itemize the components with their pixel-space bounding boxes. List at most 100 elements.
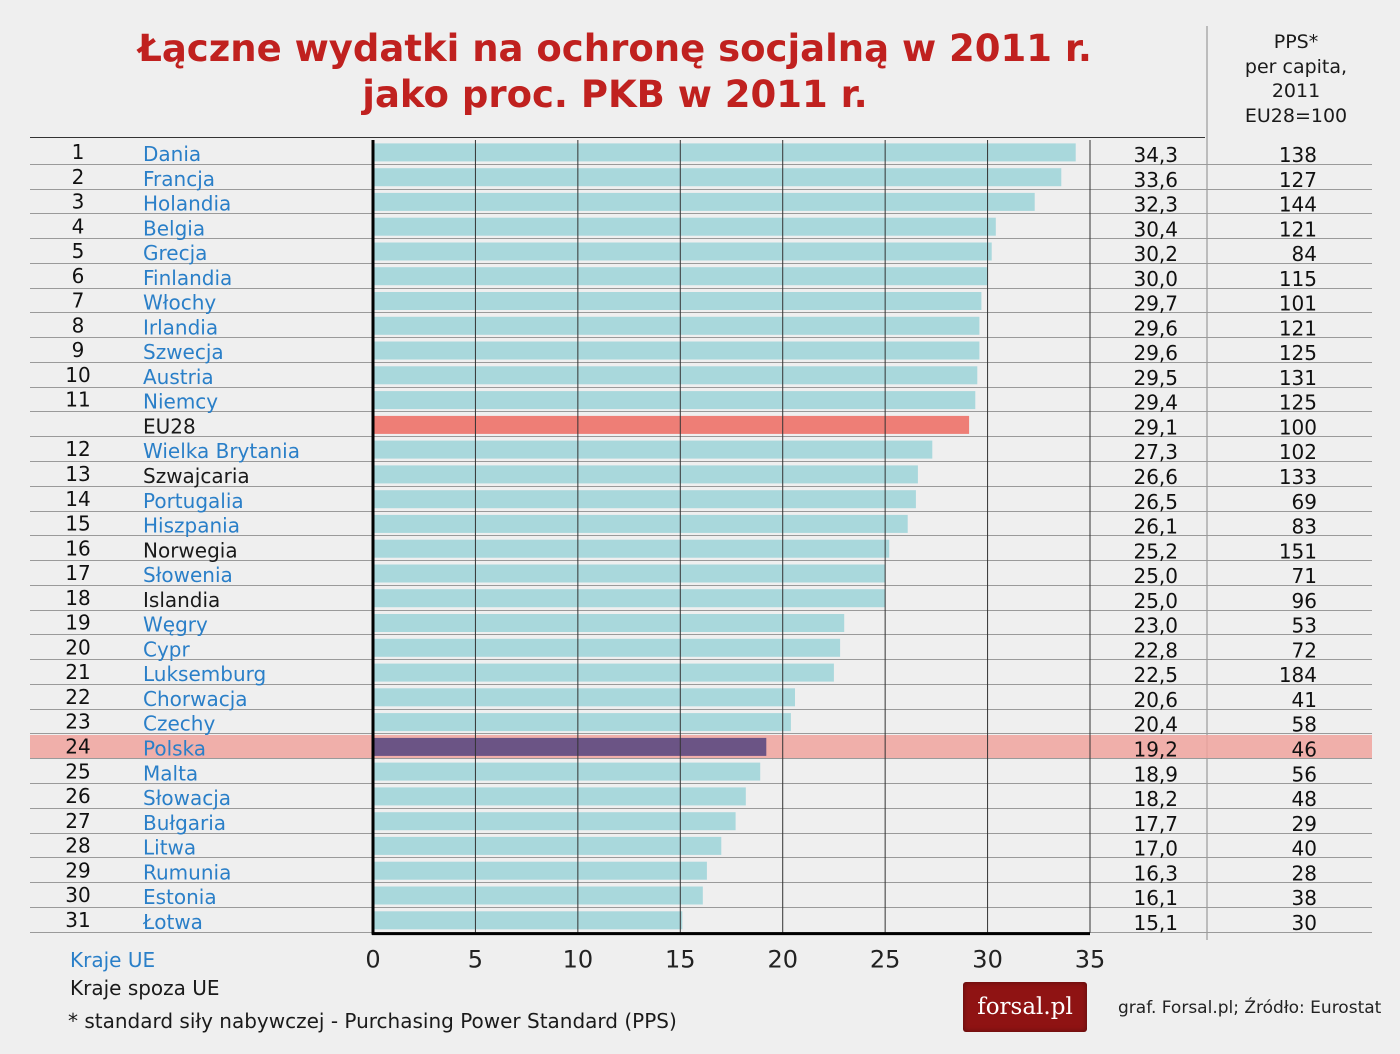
bar-4: [373, 217, 996, 236]
rank-label: 21: [65, 660, 90, 684]
value-label: 33,6: [1133, 168, 1178, 192]
pps-footnote: * standard siły nabywczej - Purchasing P…: [68, 1009, 677, 1033]
rank-label: 26: [65, 784, 90, 808]
row-separator: [30, 263, 1372, 264]
bar-22: [373, 688, 795, 707]
rank-label: 10: [65, 363, 90, 387]
rank-label: 28: [65, 834, 90, 858]
value-label: 34,3: [1133, 143, 1178, 167]
x-tick-label: 5: [468, 946, 483, 974]
pps-value: 83: [1292, 515, 1317, 539]
rank-label: 3: [72, 190, 85, 214]
country-label: Cypr: [143, 637, 190, 661]
row-separator: [30, 610, 1372, 611]
row-separator: [30, 312, 1372, 313]
country-label: EU28: [143, 414, 196, 438]
x-tick-label: 15: [665, 946, 696, 974]
rank-label: 22: [65, 685, 90, 709]
pps-value: 28: [1292, 861, 1317, 885]
row-separator: [30, 535, 1372, 536]
rank-label: 29: [65, 858, 90, 882]
value-label: 29,1: [1133, 415, 1178, 439]
chart-title-line-1: Łączne wydatki na ochronę socjalną w 201…: [138, 27, 1092, 70]
rank-label: 7: [72, 289, 85, 313]
pps-value: 69: [1292, 490, 1317, 514]
pps-value: 30: [1292, 911, 1317, 935]
table-top-rule: [30, 137, 1205, 138]
country-label: Słowacja: [143, 786, 231, 810]
value-label: 29,6: [1133, 341, 1178, 365]
rank-label: 24: [65, 734, 90, 758]
pps-value: 133: [1279, 465, 1317, 489]
bar-9: [373, 341, 980, 360]
bar-27: [373, 812, 736, 831]
rank-label: 1: [72, 140, 85, 164]
value-label: 26,5: [1133, 490, 1178, 514]
row-separator: [30, 189, 1372, 190]
forsal-logo[interactable]: forsal.pl: [963, 982, 1087, 1032]
row-separator: [30, 857, 1372, 858]
pps-value: 127: [1279, 168, 1317, 192]
value-label: 26,1: [1133, 515, 1178, 539]
rank-label: 6: [72, 264, 85, 288]
value-label: 18,9: [1133, 762, 1178, 786]
pps-value: 151: [1279, 539, 1317, 563]
rank-label: 14: [65, 487, 90, 511]
bar-15: [373, 514, 908, 533]
pps-value: 101: [1279, 292, 1317, 316]
pps-value: 125: [1279, 341, 1317, 365]
value-label: 29,5: [1133, 366, 1178, 390]
country-label: Austria: [143, 365, 214, 389]
row-separator: [30, 783, 1372, 784]
rank-label: 12: [65, 437, 90, 461]
country-label: Rumunia: [143, 860, 231, 884]
rank-label: 4: [72, 214, 85, 238]
country-label: Łotwa: [142, 910, 203, 934]
bar-11: [373, 391, 976, 410]
pps-value: 40: [1292, 837, 1317, 861]
row-separator: [30, 560, 1372, 561]
bar-8: [373, 316, 980, 335]
country-label: Chorwacja: [143, 687, 248, 711]
row-separator: [30, 238, 1372, 239]
country-label: Holandia: [143, 192, 231, 216]
pps-value: 144: [1279, 193, 1317, 217]
country-label: Francja: [143, 167, 215, 191]
bar-21: [373, 663, 834, 682]
pps-value: 84: [1292, 242, 1317, 266]
bar-19: [373, 614, 845, 632]
value-label: 20,4: [1133, 713, 1178, 737]
value-label: 20,6: [1133, 688, 1178, 712]
bar-30: [373, 886, 703, 905]
country-label: Irlandia: [143, 315, 218, 339]
legend-non-eu-countries: Kraje spoza UE: [70, 976, 220, 1000]
pps-value: 125: [1279, 391, 1317, 415]
bar-13: [373, 465, 918, 484]
row-separator: [30, 634, 1372, 635]
rank-label: 23: [65, 710, 90, 734]
rank-label: 11: [65, 388, 90, 412]
pps-value: 71: [1292, 564, 1317, 588]
pps-value: 121: [1279, 316, 1317, 340]
country-label: Niemcy: [143, 390, 218, 414]
value-label: 25,0: [1133, 589, 1178, 613]
rank-label: 13: [65, 462, 90, 486]
pps-value: 115: [1279, 267, 1317, 291]
value-label: 26,6: [1133, 465, 1178, 489]
pps-header-line-4: EU28=100: [1244, 104, 1348, 127]
country-label: Grecja: [143, 241, 207, 265]
bar-25: [373, 762, 761, 781]
chart-title: Łączne wydatki na ochronę socjalną w 201…: [40, 26, 1190, 118]
country-label: Czechy: [143, 712, 215, 736]
chart-title-line-2: jako proc. PKB w 2011 r.: [362, 73, 868, 116]
value-label: 29,6: [1133, 316, 1178, 340]
value-label: 19,2: [1133, 737, 1178, 761]
row-separator: [30, 164, 1372, 165]
bar-26: [373, 787, 746, 806]
x-tick-label: 30: [972, 946, 1003, 974]
value-label: 32,3: [1133, 193, 1178, 217]
country-label: Bułgaria: [143, 811, 226, 835]
bar-24: [373, 737, 767, 756]
value-label: 18,2: [1133, 787, 1178, 811]
